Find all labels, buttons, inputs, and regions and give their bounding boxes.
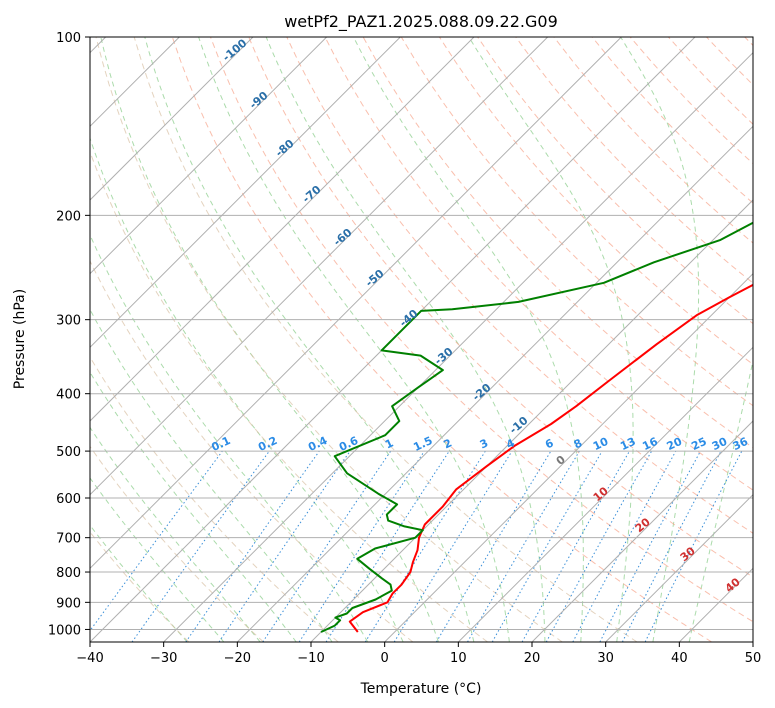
dry-adiabat-line xyxy=(286,37,753,534)
moist-adiabat-line xyxy=(265,37,546,642)
dry-adiabats xyxy=(90,37,753,642)
isobars xyxy=(90,37,753,630)
mixing-ratio-line xyxy=(131,450,270,642)
sounding-series-2 xyxy=(320,221,753,633)
isotherm-line xyxy=(90,37,549,496)
x-tick-label: 50 xyxy=(745,651,762,666)
mixing-ratio-lines xyxy=(90,450,743,642)
mixing-ratio-label: 20 xyxy=(665,435,685,453)
isotherm-line xyxy=(605,493,753,642)
x-tick-label: −30 xyxy=(150,651,177,666)
isotherm-line xyxy=(384,272,753,642)
mixing-ratio-line xyxy=(90,450,223,632)
y-tick-label: 1000 xyxy=(48,623,81,638)
chart-title: wetPf2_PAZ1.2025.088.09.22.G09 xyxy=(284,12,558,32)
x-tick-label: 0 xyxy=(381,651,389,666)
mixing-ratio-label: 10 xyxy=(591,435,611,453)
dry-adiabat-line xyxy=(324,37,753,491)
y-axis-ticks: 100 200 300 400 500 600 700 800 900 1000 xyxy=(48,31,90,638)
plot-frame xyxy=(89,36,754,643)
y-tick-label: 800 xyxy=(56,566,81,581)
isotherm-line xyxy=(310,199,753,642)
sounding-series xyxy=(320,221,753,633)
x-tick-label: 40 xyxy=(671,651,688,666)
mixing-ratio-line xyxy=(325,450,450,642)
y-tick-label: 900 xyxy=(56,596,81,611)
moist-adiabat-line xyxy=(90,136,404,642)
moist-adiabats xyxy=(90,37,753,642)
mixing-ratio-line xyxy=(298,450,425,642)
y-tick-label: 300 xyxy=(56,314,81,329)
isotherm-line xyxy=(236,125,753,642)
mixing-ratio-line xyxy=(218,450,351,642)
mixing-ratio-label: 30 xyxy=(710,435,730,453)
dry-adiabat-line xyxy=(90,445,264,642)
dry-adiabat-line xyxy=(133,37,638,642)
moist-adiabat-line xyxy=(353,37,584,642)
dry-adiabat-line xyxy=(210,37,753,623)
moist-adiabat-line xyxy=(90,371,297,642)
dry-adiabat-line xyxy=(95,37,563,642)
x-tick-label: −40 xyxy=(76,651,103,666)
isotherm-line xyxy=(163,51,753,642)
mixing-ratio-line xyxy=(572,450,677,642)
moist-adiabat-line xyxy=(90,524,188,642)
moist-adiabat-line xyxy=(100,37,439,642)
isotherm-line xyxy=(90,37,475,422)
mixing-ratio-line xyxy=(644,450,743,642)
y-tick-label: 600 xyxy=(56,492,81,507)
x-tick-label: 10 xyxy=(450,651,467,666)
sounding-series-1 xyxy=(348,283,753,633)
isotherm-line xyxy=(457,346,753,642)
isotherm-line xyxy=(90,37,328,275)
mixing-ratio-line xyxy=(393,450,513,642)
plot-area xyxy=(90,37,753,642)
isotherm-line xyxy=(90,37,254,201)
skewed-isotherms xyxy=(90,37,753,642)
y-tick-label: 500 xyxy=(56,445,81,460)
mixing-ratio-label: 16 xyxy=(640,435,660,453)
mixing-ratio-label: 36 xyxy=(731,435,751,453)
mixing-ratio-line xyxy=(185,450,320,642)
moist-adiabat-line xyxy=(144,37,475,642)
y-tick-label: 400 xyxy=(56,388,81,403)
mixing-ratio-label: 25 xyxy=(689,435,708,453)
dry-adiabat-line xyxy=(90,259,414,642)
dry-adiabat-line xyxy=(90,356,339,642)
moist-adiabat-line xyxy=(90,233,369,642)
isotherm-line xyxy=(90,37,401,349)
x-tick-label: 30 xyxy=(597,651,614,666)
moist-adiabat-line xyxy=(90,477,225,642)
isotherm-line xyxy=(531,420,753,642)
x-tick-label: 20 xyxy=(524,651,541,666)
moist-adiabat-line xyxy=(620,37,700,642)
mixing-ratio-line xyxy=(262,450,392,642)
dry-adiabat-line xyxy=(515,37,753,284)
y-tick-label: 100 xyxy=(56,31,81,46)
x-axis-ticks: −40 −30 −20 −10 0 10 20 30 40 50 xyxy=(76,642,761,666)
x-tick-label: −10 xyxy=(297,651,324,666)
x-tick-label: −20 xyxy=(224,651,251,666)
mixing-ratio-line xyxy=(545,450,653,642)
mixing-ratio-label: 13 xyxy=(618,435,637,453)
y-tick-label: 200 xyxy=(56,209,81,224)
dry-adiabat-line xyxy=(248,37,753,578)
moist-adiabat-line xyxy=(90,426,261,642)
isotherm-line xyxy=(90,37,622,570)
x-axis-label: Temperature (°C) xyxy=(360,681,482,697)
y-axis-label: Pressure (hPa) xyxy=(12,289,28,389)
y-tick-label: 700 xyxy=(56,532,81,547)
mixing-ratio-line xyxy=(521,450,630,642)
dry-adiabat-line xyxy=(171,37,712,642)
